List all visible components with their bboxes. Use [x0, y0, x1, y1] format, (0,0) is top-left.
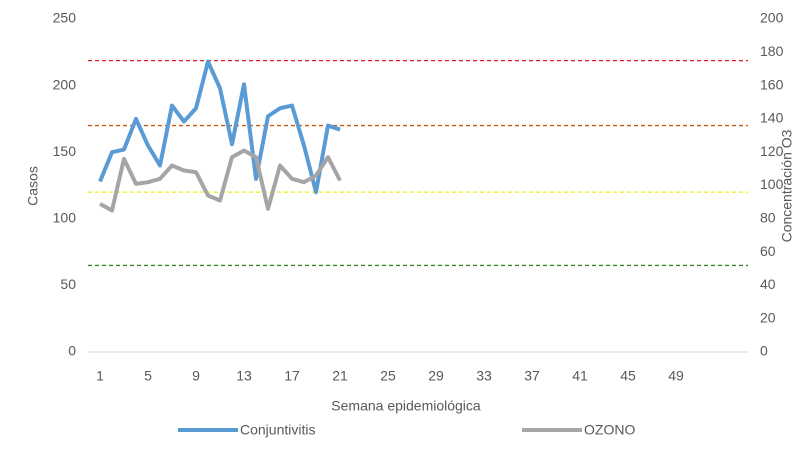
x-tick-label: 33: [476, 368, 492, 384]
x-tick-label: 9: [192, 368, 200, 384]
y2-tick-label: 200: [760, 10, 784, 26]
legend-label: OZONO: [584, 422, 635, 438]
x-tick-label: 13: [236, 368, 252, 384]
y2-tick-label: 140: [760, 110, 784, 126]
x-tick-label: 25: [380, 368, 396, 384]
x-axis-title: Semana epidemiológica: [331, 398, 481, 414]
y-tick-label: 0: [68, 343, 76, 359]
x-tick-label: 29: [428, 368, 444, 384]
y2-tick-label: 120: [760, 143, 784, 159]
x-tick-label: 5: [144, 368, 152, 384]
y-tick-label: 100: [53, 210, 77, 226]
x-tick-label: 21: [332, 368, 348, 384]
legend-label: Conjuntivitis: [240, 422, 315, 438]
y-tick-label: 50: [60, 276, 76, 292]
y2-tick-label: 40: [760, 276, 776, 292]
y2-tick-label: 180: [760, 43, 784, 59]
x-tick-label: 1: [96, 368, 104, 384]
y2-tick-label: 0: [760, 343, 768, 359]
x-tick-label: 45: [620, 368, 636, 384]
y-axis-title: Casos: [25, 166, 41, 206]
x-tick-label: 37: [524, 368, 540, 384]
y-tick-label: 200: [53, 76, 77, 92]
y2-axis-title: Concentración O3: [779, 129, 795, 242]
y-tick-label: 250: [53, 10, 77, 26]
y2-tick-label: 60: [760, 243, 776, 259]
data-line: [99, 148, 342, 213]
y2-tick-label: 160: [760, 76, 784, 92]
x-tick-label: 41: [572, 368, 588, 384]
y-tick-label: 150: [53, 143, 77, 159]
y2-tick-label: 20: [760, 309, 776, 325]
x-tick-label: 49: [668, 368, 684, 384]
x-tick-label: 17: [284, 368, 300, 384]
data-line: [98, 59, 341, 195]
y2-tick-label: 100: [760, 176, 784, 192]
y2-tick-label: 80: [760, 210, 776, 226]
